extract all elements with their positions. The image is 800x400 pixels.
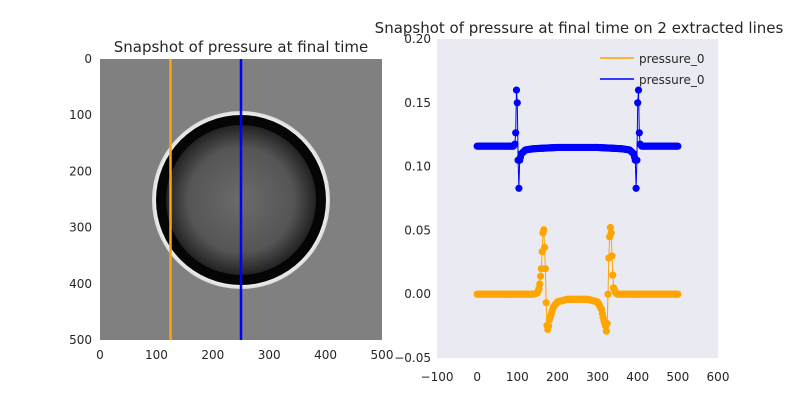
series-point [606,223,615,232]
series-point [536,272,545,280]
series-point [608,252,616,260]
heatmap-x-tick-label: 400 [314,348,337,362]
series-point [604,290,612,298]
line-legend: pressure_0 pressure_0 [600,52,704,87]
heatmap-y-tick-label: 400 [69,277,92,291]
legend-label-orange: pressure_0 [639,52,704,66]
heatmap-y-tick-label: 0 [84,52,92,66]
line-x-tick-label: 300 [586,370,609,384]
line-x-axis: −100 0 100 200 300 400 500 600 [421,370,730,384]
series-point [607,229,615,237]
series-point [674,142,682,150]
line-y-tick-label: 0.15 [404,96,431,110]
line-y-axis: −0.05 0.00 0.05 0.10 0.15 0.20 [394,32,431,365]
heatmap-x-tick-label: 200 [201,348,224,362]
heatmap-image [100,59,382,340]
heatmap-extraction-lines [169,59,243,340]
heatmap-y-tick-label: 100 [69,108,92,122]
heatmap-y-axis: 0 100 200 300 400 500 [69,52,92,347]
line-y-tick-label: 0.00 [404,287,431,301]
line-x-tick-label: −100 [421,370,454,384]
heatmap-y-tick-label: 500 [69,333,92,347]
heatmap-panel: Snapshot of pressure at final time 0 100 2… [69,38,393,362]
heatmap-x-tick-label: 100 [145,348,168,362]
line-y-tick-label: 0.10 [404,160,431,174]
line-x-tick-label: 500 [666,370,689,384]
line-panel: Snapshot of pressure at final time on 2 … [375,19,784,384]
heatmap-x-tick-label: 300 [258,348,281,362]
line-y-tick-label: 0.20 [404,32,431,46]
series-0 [473,223,682,335]
line-x-tick-label: 200 [546,370,569,384]
heatmap-title: Snapshot of pressure at final time [114,38,369,56]
series-point [602,327,611,335]
heatmap-y-tick-label: 300 [69,221,92,235]
series-point [540,243,549,252]
line-x-tick-label: 400 [626,370,649,384]
line-x-tick-label: 600 [707,370,730,384]
series-point [634,99,642,107]
series-point [512,86,521,94]
series-point [513,99,521,107]
series-point [634,86,643,94]
heatmap-x-axis: 0 100 200 300 400 500 [96,348,393,362]
line-y-tick-label: −0.05 [394,351,431,365]
series-point [542,299,550,307]
series-point [515,184,523,192]
heatmap-x-tick-label: 0 [96,348,104,362]
series-point [632,184,640,192]
line-y-tick-label: 0.05 [404,223,431,237]
series-point [633,156,641,164]
series-point [609,271,617,279]
series-point [511,140,519,148]
line-x-tick-label: 100 [506,370,529,384]
line-series-group [473,86,682,335]
line-x-tick-label: 0 [473,370,481,384]
legend-label-blue: pressure_0 [639,73,704,87]
heatmap-x-tick-label: 500 [371,348,394,362]
series-point [541,265,549,273]
series-point [635,129,643,137]
series-point [512,129,520,137]
heatmap-y-tick-label: 200 [69,164,92,178]
line-title: Snapshot of pressure at final time on 2 … [375,19,784,37]
series-point [545,322,553,330]
series-point [540,226,548,234]
line-plot-area [437,39,718,358]
series-1 [473,86,682,192]
series-point [603,319,611,328]
series-point [536,280,544,288]
series-point [674,290,682,298]
